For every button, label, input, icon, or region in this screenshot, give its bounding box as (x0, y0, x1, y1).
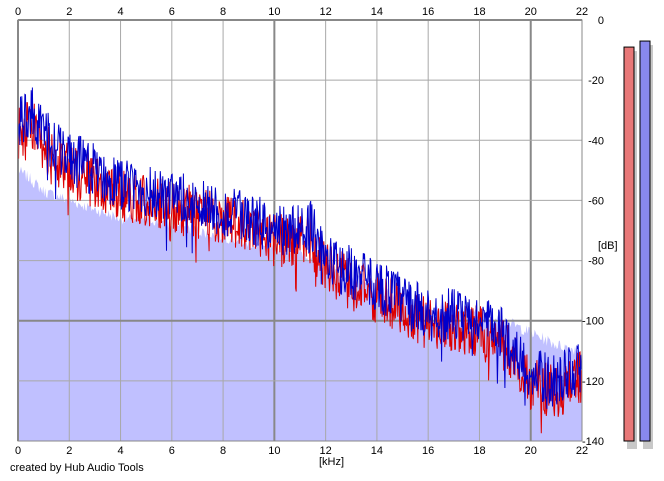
credit-text: created by Hub Audio Tools (10, 462, 144, 474)
x-tick-label-bottom: 6 (169, 445, 175, 457)
y-axis-label: [dB] (598, 240, 618, 252)
x-tick-label-top: 0 (15, 6, 21, 18)
x-tick-label-top: 20 (525, 6, 537, 18)
x-tick-label-bottom: 16 (422, 445, 434, 457)
x-tick-label-bottom: 0 (15, 445, 21, 457)
y-tick-label: -120 (582, 376, 604, 388)
spectrum-fill-area (18, 166, 582, 441)
x-tick-label-bottom: 14 (371, 445, 383, 457)
x-tick-label-bottom: 12 (320, 445, 332, 457)
x-tick-label-top: 16 (422, 6, 434, 18)
x-tick-label-top: 12 (320, 6, 332, 18)
series-blue-line (17, 87, 583, 409)
x-tick-label-top: 4 (117, 6, 123, 18)
x-tick-label-top: 10 (268, 6, 280, 18)
x-tick-label-top: 22 (576, 6, 588, 18)
x-tick-label-bottom: 4 (117, 445, 123, 457)
y-tick-label: -140 (582, 436, 604, 448)
x-tick-label-bottom: 20 (525, 445, 537, 457)
x-tick-label-top: 8 (220, 6, 226, 18)
y-tick-label: 0 (598, 15, 604, 27)
plot-frame (17, 19, 583, 442)
x-tick-label-bottom: 2 (66, 445, 72, 457)
x-tick-label-bottom: 18 (473, 445, 485, 457)
axes: 002244668810101212141416161818202022220-… (15, 6, 604, 457)
y-tick-label: -20 (588, 75, 604, 87)
y-tick-label: -100 (582, 316, 604, 328)
x-tick-label-top: 14 (371, 6, 383, 18)
y-tick-label: -40 (588, 135, 604, 147)
level-meters (623, 40, 653, 450)
x-tick-label-top: 2 (66, 6, 72, 18)
level-meter-left (623, 46, 635, 442)
y-tick-label: -60 (588, 195, 604, 207)
x-tick-label-bottom: 8 (220, 445, 226, 457)
x-tick-label-top: 18 (473, 6, 485, 18)
x-tick-label-bottom: 22 (576, 445, 588, 457)
x-axis-label: [kHz] (319, 456, 345, 468)
x-tick-label-top: 6 (169, 6, 175, 18)
y-tick-label: -80 (588, 256, 604, 268)
level-meter-right (639, 40, 651, 442)
x-tick-label-bottom: 10 (268, 445, 280, 457)
